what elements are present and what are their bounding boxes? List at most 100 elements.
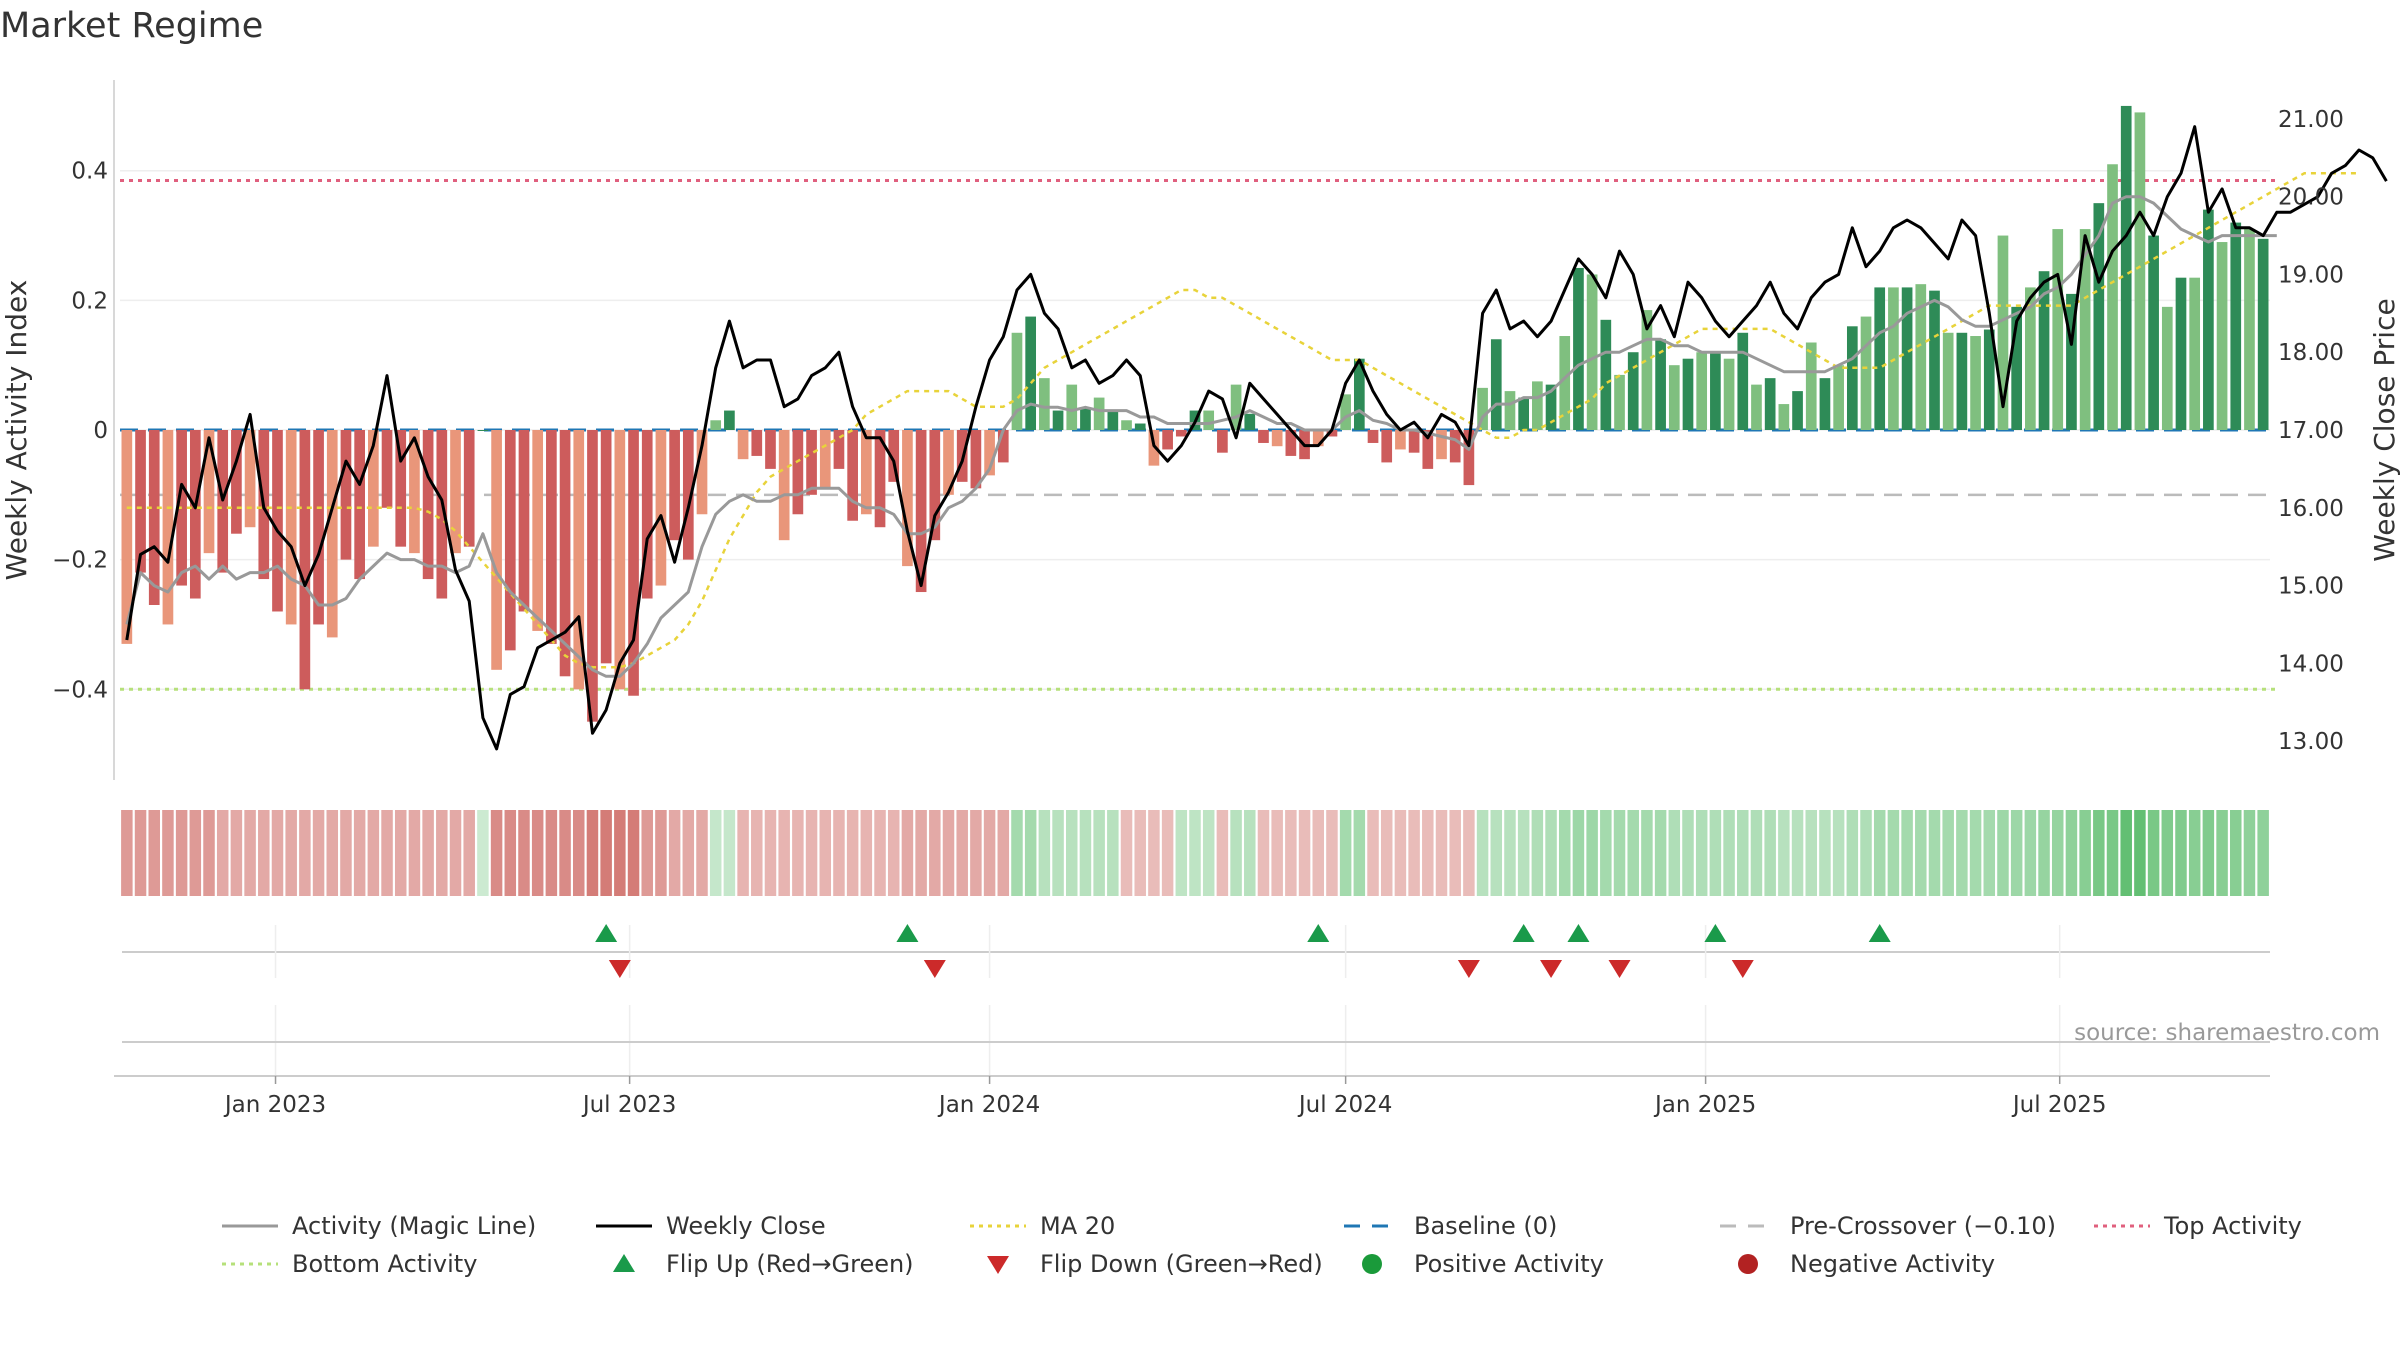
magic-line — [125, 195, 2277, 678]
heat-strip-cell — [326, 810, 339, 896]
heat-strip-cell — [422, 810, 434, 896]
activity-bar — [1942, 332, 1954, 430]
y-right-axis-label: Weekly Close Price — [2368, 298, 2400, 561]
heat-strip-cell — [1120, 810, 1133, 896]
y-right-tick-label: 19.00 — [2278, 262, 2344, 288]
activity-bar — [682, 430, 694, 560]
activity-bar — [559, 430, 571, 677]
heat-strip-cell — [436, 810, 448, 896]
y-right-tick-label: 17.00 — [2278, 418, 2344, 444]
heat-strip-cell — [709, 810, 722, 896]
activity-bar — [1039, 378, 1050, 430]
y-left-tick-label: 0.4 — [71, 159, 108, 185]
heat-strip-cell — [614, 810, 626, 896]
activity-bar — [1367, 430, 1379, 443]
heat-strip-cell — [737, 810, 749, 896]
heat-strip — [121, 810, 2269, 896]
heat-strip-cell — [764, 810, 777, 896]
activity-bar — [231, 430, 242, 534]
flip-up-marker — [896, 924, 919, 942]
heat-strip-cell — [367, 810, 380, 896]
activity-bar — [2134, 112, 2146, 430]
heat-strip-cell — [1339, 810, 1352, 896]
heat-strip-cell — [531, 810, 544, 896]
heat-strip-cell — [641, 810, 653, 896]
activity-bar — [189, 430, 201, 599]
heat-strip-cell — [2038, 810, 2050, 896]
heat-strip-cell — [2106, 810, 2119, 896]
flip-up-marker — [1512, 924, 1535, 942]
activity-bar — [860, 430, 872, 515]
heat-strip-cell — [2202, 810, 2215, 896]
activity-bar — [135, 430, 146, 573]
heat-strip-cell — [1558, 810, 1571, 896]
activity-bar — [1353, 358, 1365, 430]
activity-bar — [354, 430, 365, 580]
activity-bar — [450, 430, 461, 554]
flip-down-marker — [1608, 960, 1631, 978]
activity-bar — [299, 430, 311, 690]
heat-strip-cell — [545, 810, 558, 896]
activity-bar — [655, 430, 667, 586]
heat-strip-cell — [805, 810, 818, 896]
heat-strip-cell — [1545, 810, 1557, 896]
activity-bar — [737, 430, 749, 460]
heat-strip-cell — [463, 810, 475, 896]
activity-bar — [1093, 397, 1105, 430]
heat-strip-cell — [490, 810, 503, 896]
y-right-tick-label: 16.00 — [2278, 496, 2344, 522]
activity-bar — [2025, 287, 2036, 430]
heat-strip-cell — [860, 810, 873, 896]
flip-down-marker — [608, 960, 631, 978]
activity-bar — [203, 430, 215, 554]
heat-strip-cell — [408, 810, 421, 896]
flip-up-marker — [595, 924, 618, 942]
legend-label: Activity (Magic Line) — [292, 1212, 536, 1240]
activity-bar — [1285, 430, 1297, 456]
x-tick-label: Jul 2023 — [581, 1092, 677, 1118]
heat-strip-cell — [559, 810, 571, 896]
heat-strip-cell — [833, 810, 845, 896]
legend-label: Top Activity — [2163, 1212, 2302, 1240]
heat-strip-cell — [2065, 810, 2078, 896]
activity-bar — [1737, 332, 1749, 430]
x-tick-label: Jul 2024 — [1297, 1092, 1393, 1118]
activity-bar — [1532, 381, 1543, 430]
heat-strip-cell — [2257, 810, 2269, 896]
heat-strip-cell — [1380, 810, 1393, 896]
activity-bar — [1504, 391, 1516, 430]
activity-bar — [1874, 287, 1886, 430]
heat-strip-cell — [668, 810, 681, 896]
ma20-line — [126, 172, 2359, 669]
heat-strip-cell — [1326, 810, 1338, 896]
heat-strip-cell — [518, 810, 530, 896]
activity-bar — [148, 430, 160, 605]
activity-bar — [2161, 306, 2173, 430]
heat-strip-cell — [2230, 810, 2242, 896]
heat-strip-cell — [134, 810, 147, 896]
activity-bar — [1449, 430, 1461, 463]
activity-bar — [929, 430, 941, 541]
activity-bar — [381, 430, 393, 508]
activity-bar — [2230, 222, 2242, 430]
activity-bar — [984, 430, 995, 476]
activity-bar — [546, 430, 557, 644]
activity-bar — [778, 430, 790, 541]
heat-strip-cell — [723, 810, 736, 896]
flip-down-marker — [1731, 960, 1754, 978]
activity-bar — [1244, 413, 1256, 430]
activity-bar — [1586, 274, 1598, 430]
activity-bar — [587, 430, 598, 722]
heat-strip-cell — [1093, 810, 1105, 896]
y-right-tick-label: 18.00 — [2278, 340, 2344, 366]
axes: −0.4 −0.2 0 0.2 0.4 13.00 14.00 15.00 16.00 17.00… — [0, 80, 2400, 780]
activity-bar — [1614, 374, 1625, 430]
activity-bar — [1258, 430, 1269, 443]
heat-strip-cell — [1435, 810, 1448, 896]
activity-bar — [1682, 358, 1694, 430]
heat-strip-cell — [1887, 810, 1900, 896]
heat-strip-cell — [299, 810, 311, 896]
heat-strip-cell — [1271, 810, 1283, 896]
heat-strip-cell — [1476, 810, 1489, 896]
